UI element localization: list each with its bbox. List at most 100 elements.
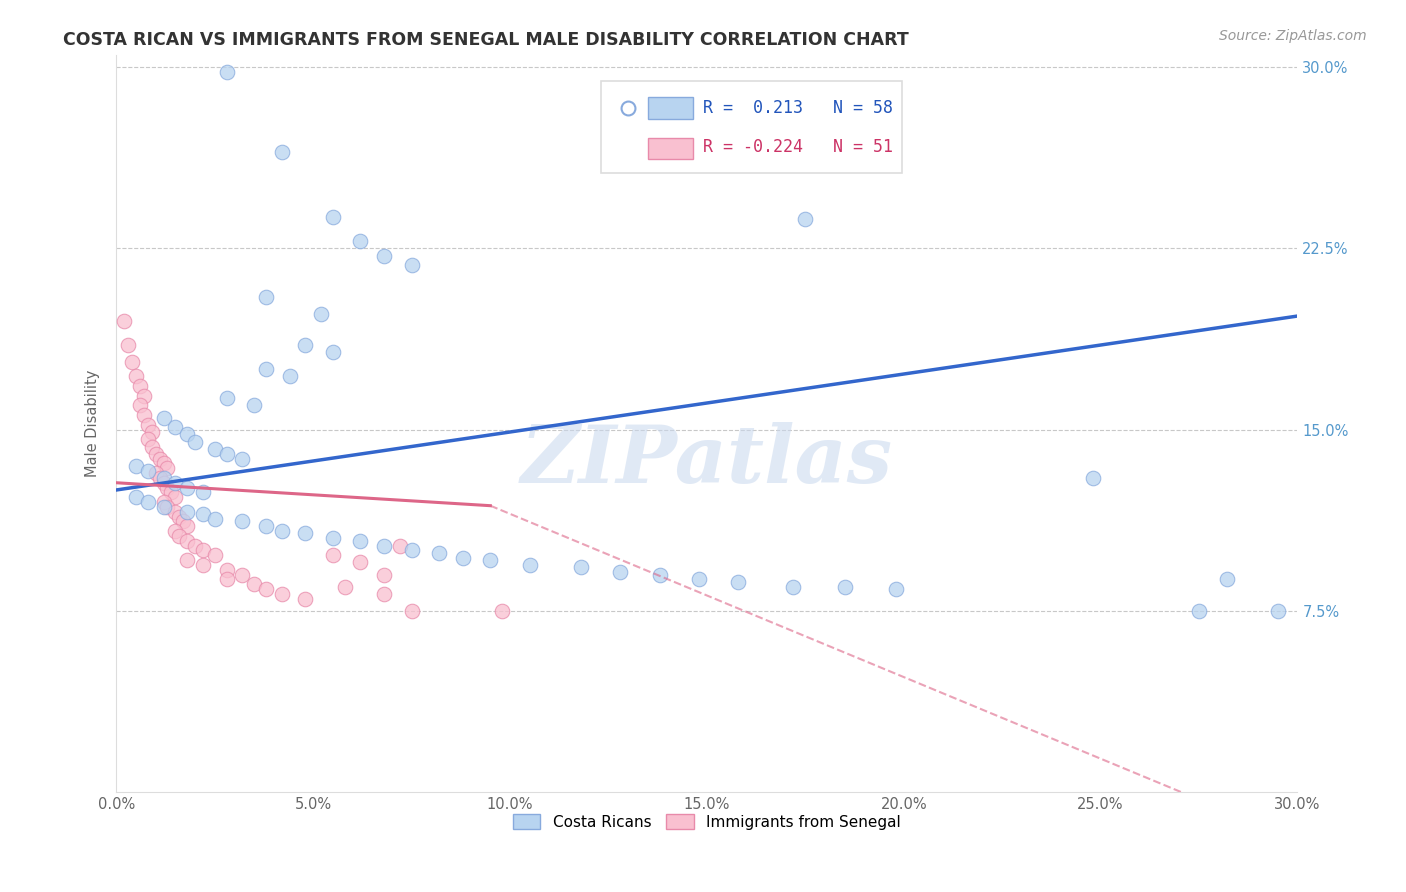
Point xyxy=(609,565,631,579)
Point xyxy=(165,524,187,538)
Text: R =  0.213   N = 58: R = 0.213 N = 58 xyxy=(703,99,893,117)
Point xyxy=(176,519,198,533)
Point xyxy=(204,512,226,526)
Point xyxy=(141,440,163,454)
Point xyxy=(165,505,187,519)
Point xyxy=(270,587,292,601)
Point xyxy=(184,539,207,553)
Text: COSTA RICAN VS IMMIGRANTS FROM SENEGAL MALE DISABILITY CORRELATION CHART: COSTA RICAN VS IMMIGRANTS FROM SENEGAL M… xyxy=(63,31,910,49)
Point xyxy=(172,515,194,529)
FancyBboxPatch shape xyxy=(648,138,693,159)
Point xyxy=(215,563,238,577)
Point xyxy=(884,582,907,596)
Point xyxy=(834,580,856,594)
Point xyxy=(136,464,159,478)
Point xyxy=(309,307,332,321)
Point xyxy=(294,526,316,541)
Point xyxy=(270,145,292,159)
Point xyxy=(152,495,174,509)
Point xyxy=(149,471,172,485)
Point xyxy=(1081,471,1104,485)
FancyBboxPatch shape xyxy=(600,81,901,173)
Point xyxy=(156,500,179,514)
Point xyxy=(125,369,148,384)
Point xyxy=(149,451,172,466)
Point xyxy=(112,314,135,328)
Point xyxy=(191,507,214,521)
Point xyxy=(125,490,148,504)
Point xyxy=(231,515,253,529)
Legend: Costa Ricans, Immigrants from Senegal: Costa Ricans, Immigrants from Senegal xyxy=(506,808,907,836)
Point xyxy=(322,548,344,562)
Point xyxy=(152,410,174,425)
Point xyxy=(254,519,277,533)
Point xyxy=(1267,604,1289,618)
Point xyxy=(215,391,238,405)
Point xyxy=(491,604,513,618)
Point xyxy=(254,290,277,304)
Point xyxy=(373,567,395,582)
Point xyxy=(349,533,371,548)
Point xyxy=(145,447,167,461)
Point xyxy=(388,539,411,553)
Point xyxy=(152,457,174,471)
Point xyxy=(121,355,143,369)
Point xyxy=(128,399,150,413)
Point xyxy=(648,567,671,582)
Point xyxy=(145,466,167,480)
Text: Source: ZipAtlas.com: Source: ZipAtlas.com xyxy=(1219,29,1367,43)
Point xyxy=(191,485,214,500)
Point xyxy=(165,475,187,490)
Point xyxy=(294,591,316,606)
Point xyxy=(231,451,253,466)
Point xyxy=(141,425,163,439)
Point xyxy=(278,369,301,384)
Point xyxy=(136,432,159,446)
Point xyxy=(231,567,253,582)
Point xyxy=(176,427,198,442)
Point xyxy=(373,249,395,263)
Point xyxy=(349,234,371,248)
Text: ZIPatlas: ZIPatlas xyxy=(520,422,893,500)
Point xyxy=(191,558,214,572)
Point xyxy=(176,505,198,519)
Point xyxy=(136,495,159,509)
Point xyxy=(215,65,238,79)
Point xyxy=(156,481,179,495)
Point xyxy=(519,558,541,572)
Point xyxy=(1188,604,1211,618)
Point xyxy=(132,408,155,422)
Point xyxy=(479,553,502,567)
Point xyxy=(373,587,395,601)
Point xyxy=(165,490,187,504)
Point xyxy=(401,604,423,618)
Point xyxy=(794,212,817,227)
Point xyxy=(215,573,238,587)
Point xyxy=(152,471,174,485)
Point xyxy=(569,560,592,574)
Point xyxy=(204,442,226,456)
Point xyxy=(243,399,266,413)
Point xyxy=(349,556,371,570)
Point xyxy=(191,543,214,558)
Point xyxy=(322,345,344,359)
Point xyxy=(322,210,344,224)
Point xyxy=(204,548,226,562)
Point xyxy=(117,338,139,352)
Point xyxy=(451,550,474,565)
Point xyxy=(176,533,198,548)
FancyBboxPatch shape xyxy=(648,97,693,119)
Point xyxy=(294,338,316,352)
Point xyxy=(169,529,191,543)
Point xyxy=(427,546,450,560)
Point xyxy=(184,434,207,449)
Point xyxy=(136,417,159,432)
Point xyxy=(176,553,198,567)
Point xyxy=(128,379,150,393)
Point xyxy=(169,509,191,524)
Point xyxy=(152,475,174,490)
Point xyxy=(688,573,710,587)
Point xyxy=(1215,573,1237,587)
Point xyxy=(782,580,804,594)
Point xyxy=(270,524,292,538)
